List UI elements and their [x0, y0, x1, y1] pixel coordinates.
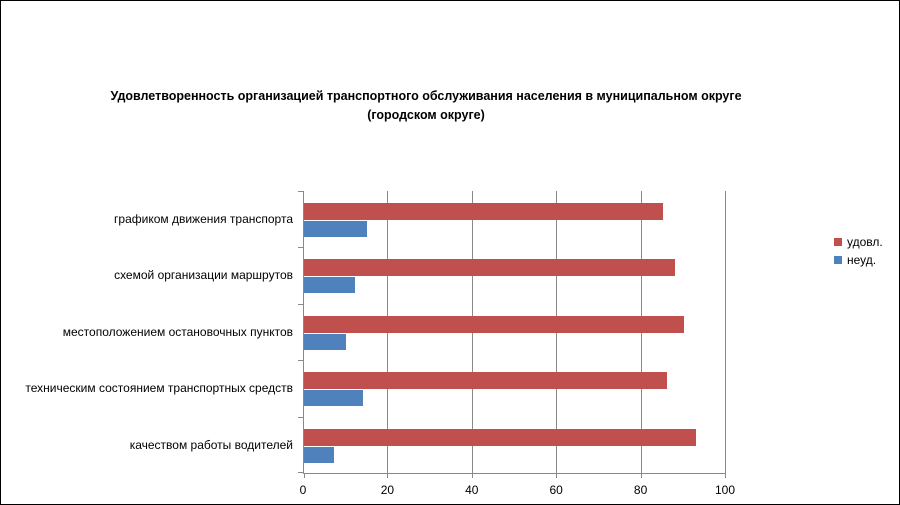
- bar--row3: [304, 333, 347, 350]
- value-axis-label-60: 60: [549, 483, 563, 497]
- category-axis-tick-5: [298, 472, 304, 473]
- bar--row4: [304, 372, 667, 390]
- value-axis-tick-0: [304, 473, 305, 478]
- gridline-100: [725, 191, 726, 473]
- legend: удовл. неуд.: [834, 235, 883, 271]
- value-axis-label-80: 80: [633, 483, 648, 497]
- bar--row3: [304, 315, 684, 333]
- bar--row2: [304, 277, 355, 294]
- plot-area: [298, 191, 726, 478]
- category-axis-tick-3: [298, 360, 304, 362]
- value-axis-tick-80: [640, 473, 642, 478]
- value-axis-label-0: 0: [299, 483, 307, 497]
- category-label-4: техническим состоянием транспортных сред…: [25, 381, 293, 396]
- category-axis-tick-0: [298, 191, 304, 192]
- bar--row4: [304, 390, 364, 407]
- chart-title-line-1: Удовлетворенность организацией транспорт…: [110, 89, 742, 103]
- category-label-1: графиком движения транспорта: [114, 212, 293, 226]
- bar--row5: [304, 428, 697, 446]
- legend-item-1: удовл.: [834, 235, 883, 249]
- legend-label-2: неуд.: [847, 253, 877, 267]
- category-axis-tick-2: [298, 303, 304, 305]
- bar--row1: [304, 203, 663, 220]
- value-axis-label-40: 40: [465, 483, 479, 497]
- bar--row5: [304, 446, 334, 463]
- bar--row1: [304, 221, 368, 237]
- value-axis-tick-60: [556, 473, 558, 478]
- legend-item-2: неуд.: [834, 253, 883, 267]
- value-axis-label-100: 100: [714, 483, 736, 497]
- chart-title: Удовлетворенность организацией транспорт…: [1, 87, 851, 125]
- chart-title-line-2: (городском округе): [367, 108, 485, 122]
- category-label-5: качеством работы водителей: [129, 437, 293, 452]
- legend-swatch-1: [834, 238, 842, 246]
- value-axis-tick-20: [387, 473, 389, 478]
- category-axis-tick-4: [298, 416, 304, 418]
- category-label-3: местоположением остановочных пунктов: [62, 324, 293, 339]
- legend-swatch-2: [834, 256, 842, 264]
- value-axis-labels: 0 20 40 60 80 100: [299, 483, 735, 499]
- category-axis-labels: графиком движения транспорта схемой орган…: [1, 191, 293, 473]
- category-label-2: схемой организации маршрутов: [114, 268, 293, 283]
- value-axis-tick-40: [471, 473, 473, 478]
- value-axis-tick-100: [725, 473, 726, 478]
- category-axis-tick-1: [298, 247, 304, 249]
- legend-label-1: удовл.: [847, 235, 883, 249]
- value-axis-label-20: 20: [380, 483, 395, 497]
- bar--row2: [304, 259, 676, 277]
